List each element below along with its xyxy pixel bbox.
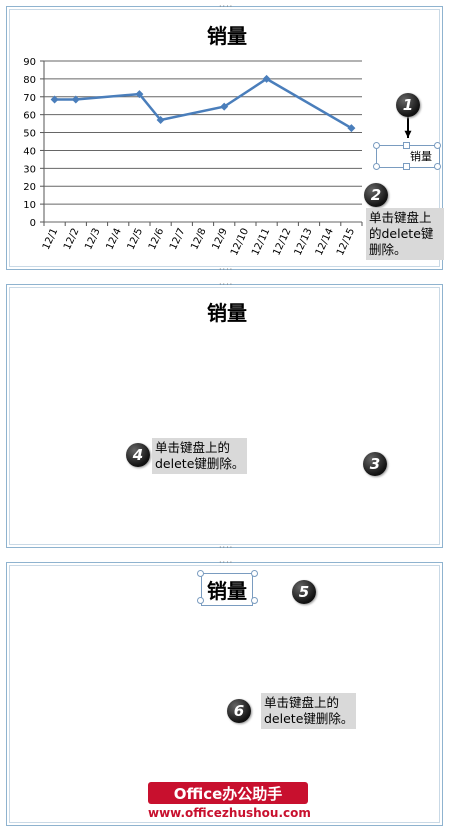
watermark-url: www.officezhushou.com [148,806,311,820]
note-line: 单击键盘上 [369,210,432,225]
y-tick-label: 90 [23,57,36,68]
y-tick-label: 20 [23,182,36,193]
callout-5: 5 [292,580,316,604]
x-tick-label: 12/12 [271,227,293,258]
x-tick-label: 12/15 [335,227,357,258]
callout-1: 1 [396,93,420,117]
arrow-1-head [404,130,412,138]
legend-handle[interactable] [373,142,380,149]
instruction-note-3: 单击键盘上的 delete键删除。 [261,693,357,729]
y-tick-label: 80 [23,75,36,86]
x-tick-label: 12/5 [126,227,145,252]
resize-handle-bottom[interactable]: ···· [219,265,234,274]
data-point [156,116,165,125]
y-tick-label: 10 [23,200,36,211]
legend-handle[interactable] [434,142,441,149]
y-tick-label: 60 [23,111,36,122]
x-tick-label: 12/10 [229,227,251,258]
x-tick-label: 12/11 [250,227,272,258]
data-point [71,95,80,104]
data-point [220,102,229,111]
note-line: 单击键盘上的 [155,440,231,455]
series-line [54,77,353,130]
instruction-note-1: 单击键盘上 的delete键 删除。 [366,208,444,260]
title-handle[interactable] [251,570,258,577]
title-handle[interactable] [197,597,204,604]
note-line: 单击键盘上的 [264,695,340,710]
resize-handle-top[interactable]: ···· [219,2,234,11]
y-tick-label: 0 [30,218,36,229]
callout-4: 4 [126,443,150,467]
x-tick-label: 12/3 [83,227,102,252]
legend-handle[interactable] [373,163,380,170]
note-line: 删除。 [369,242,407,257]
data-point [50,95,59,104]
note-line: delete键删除。 [264,711,354,726]
x-tick-label: 12/6 [147,227,166,252]
callout-3: 3 [363,452,387,476]
note-line: 的delete键 [369,226,434,241]
x-tick-label: 12/14 [314,227,336,258]
resize-handle-top[interactable]: ···· [219,558,234,567]
x-tick-label: 12/7 [168,227,187,252]
resize-handle-bottom[interactable]: ···· [219,543,234,552]
legend-label: 销量 [410,150,432,163]
y-tick-label: 50 [23,129,36,140]
y-tick-label: 30 [23,164,36,175]
data-point [262,74,271,83]
chart-title-1: 销量 [207,24,247,48]
x-tick-label: 12/8 [189,227,208,252]
x-tick-label: 12/9 [210,227,229,252]
note-line: delete键删除。 [155,456,245,471]
chart-title-2: 销量 [207,301,247,325]
callout-2: 2 [364,183,388,207]
legend-handle[interactable] [403,163,410,170]
resize-handle-top[interactable]: ···· [219,280,234,289]
y-tick-label: 70 [23,93,36,104]
watermark-brand: Office办公助手 [148,782,308,804]
x-tick-label: 12/13 [293,227,315,258]
chart-title-3[interactable]: 销量 [201,573,253,606]
callout-6: 6 [227,699,251,723]
legend-handle[interactable] [403,142,410,149]
data-point [347,124,356,133]
title-handle[interactable] [251,597,258,604]
y-tick-label: 40 [23,146,36,157]
x-tick-label: 12/4 [104,227,123,252]
title-handle[interactable] [197,570,204,577]
x-tick-label: 12/2 [62,227,81,252]
instruction-note-2: 单击键盘上的 delete键删除。 [152,438,248,474]
x-tick-label: 12/1 [41,227,60,252]
data-point [135,90,144,99]
legend-handle[interactable] [434,163,441,170]
